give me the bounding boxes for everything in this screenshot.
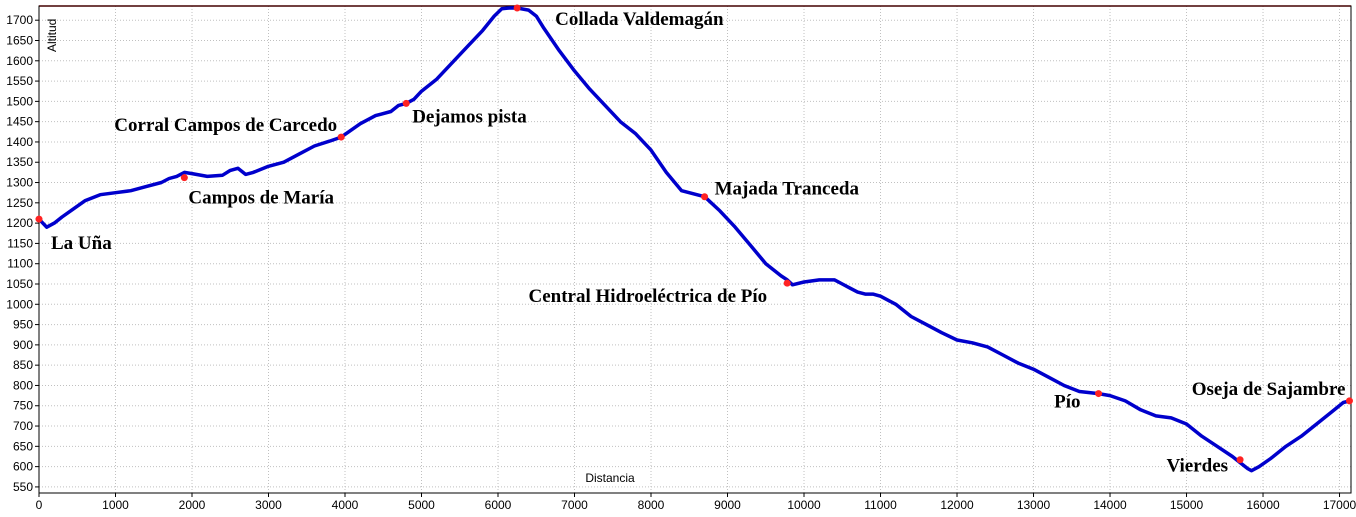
x-tick-label: 1000 (102, 498, 129, 512)
x-tick-label: 9000 (714, 498, 741, 512)
y-tick-label: 1150 (7, 236, 33, 250)
waypoint-marker (513, 4, 521, 12)
waypoint-label: Corral Campos de Carcedo (114, 115, 337, 136)
waypoint-marker (402, 99, 410, 107)
x-tick-label: 3000 (255, 498, 282, 512)
plot-frame (38, 5, 1352, 494)
waypoint-marker (337, 133, 345, 141)
y-axis-label: Altitud (45, 19, 59, 52)
y-tick-label: 1600 (6, 54, 33, 68)
x-tick-label: 14000 (1093, 498, 1127, 512)
y-tick-label: 600 (13, 460, 33, 474)
y-tick-label: 800 (13, 378, 33, 392)
x-tick-label: 16000 (1246, 498, 1280, 512)
waypoint-labels: La Uña Campos de María Corral Campos de Ca… (51, 9, 1345, 477)
x-tick-label: 4000 (332, 498, 359, 512)
y-tick-label: 1700 (6, 13, 33, 27)
waypoint-label: Campos de María (188, 188, 334, 209)
waypoint-marker (35, 215, 43, 223)
x-axis-label: Distancia (585, 471, 635, 485)
waypoint-marker (1345, 397, 1353, 405)
x-tick-label: 6000 (485, 498, 512, 512)
y-tick-label: 1650 (6, 33, 33, 47)
x-tick-label: 10000 (787, 498, 821, 512)
y-tick-label: 1300 (6, 176, 33, 190)
y-tick-label: 1450 (6, 115, 33, 129)
waypoint-label: Dejamos pista (412, 106, 527, 127)
y-tick-label: 1250 (6, 196, 33, 210)
y-tick-label: 1350 (6, 155, 33, 169)
y-tick-label: 1550 (6, 74, 33, 88)
waypoint-label: Oseja de Sajambre (1192, 379, 1346, 400)
y-tick-label: 650 (13, 439, 33, 453)
x-tick-label: 0 (36, 498, 43, 512)
x-tick-label: 2000 (179, 498, 206, 512)
y-tick-label: 950 (13, 318, 33, 332)
x-tick-label: 8000 (638, 498, 665, 512)
y-tick-label: 1100 (7, 257, 33, 271)
x-tick-label: 12000 (940, 498, 974, 512)
x-tick-label: 17000 (1323, 498, 1356, 512)
y-axis-ticks: 550 600 650 700 750 800 850 900 950 1000 1050 1100 1… (6, 13, 39, 494)
elevation-line (37, 6, 1352, 473)
x-tick-label: 13000 (1017, 498, 1051, 512)
y-tick-label: 700 (13, 419, 33, 433)
x-tick-label: 7000 (561, 498, 588, 512)
y-tick-label: 1400 (6, 135, 33, 149)
waypoint-label: Collada Valdemagán (555, 9, 724, 30)
waypoint-label: Central Hidroeléctrica de Pío (529, 286, 768, 307)
y-tick-label: 1000 (6, 297, 33, 311)
x-tick-label: 15000 (1170, 498, 1204, 512)
y-tick-label: 550 (13, 480, 33, 494)
waypoint-marker (783, 279, 791, 287)
grid-lines (38, 6, 1351, 493)
waypoint-marker (180, 174, 188, 182)
x-tick-label: 11000 (864, 498, 897, 512)
x-tick-label: 5000 (408, 498, 435, 512)
waypoint-markers (35, 4, 1353, 464)
waypoint-label: La Uña (51, 233, 112, 254)
y-tick-label: 900 (13, 338, 33, 352)
waypoint-marker (1095, 390, 1103, 398)
waypoint-label: Pío (1054, 392, 1080, 413)
waypoint-marker (1236, 456, 1244, 464)
y-tick-label: 1500 (6, 94, 33, 108)
waypoint-label: Vierdes (1167, 456, 1229, 477)
y-tick-label: 750 (13, 399, 33, 413)
y-tick-label: 1200 (6, 216, 33, 230)
waypoint-marker (701, 193, 709, 201)
waypoint-label: Majada Tranceda (715, 179, 860, 200)
y-tick-label: 850 (13, 358, 33, 372)
x-axis-ticks: 0 1000 2000 3000 4000 5000 6000 7000 8000 9000 100… (36, 493, 1356, 512)
y-tick-label: 1050 (6, 277, 33, 291)
